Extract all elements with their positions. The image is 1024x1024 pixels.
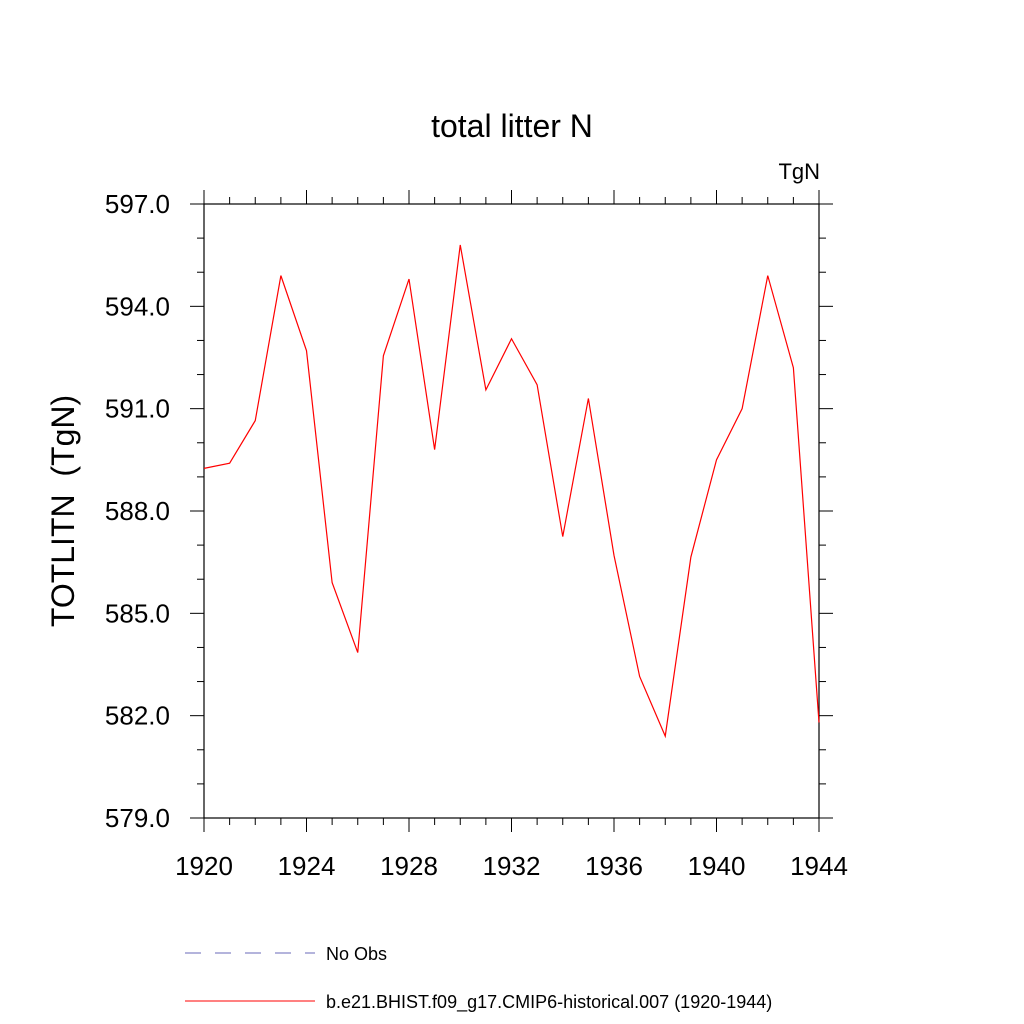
axis-tick-labels: 1920 1924 1928 1932 1936 1940 1944 579.0 582.0 58… [105, 189, 848, 881]
y-tick-label: 594.0 [105, 291, 170, 321]
x-tick-label: 1932 [483, 851, 541, 881]
x-tick-label: 1924 [278, 851, 336, 881]
y-tick-label: 579.0 [105, 803, 170, 833]
x-tick-label: 1944 [790, 851, 848, 881]
units-label: TgN [778, 159, 820, 184]
y-tick-label: 588.0 [105, 496, 170, 526]
y-axis-label: TOTLITN (TgN) [45, 395, 81, 627]
x-tick-label: 1920 [175, 851, 233, 881]
y-tick-label: 585.0 [105, 598, 170, 628]
x-tick-label: 1928 [380, 851, 438, 881]
series-layer [203, 244, 820, 739]
y-tick-label: 591.0 [105, 394, 170, 424]
x-tick-label: 1936 [585, 851, 643, 881]
axis-ticks [190, 190, 833, 832]
series-line [203, 244, 820, 739]
y-tick-label: 597.0 [105, 189, 170, 219]
chart-title: total litter N [431, 108, 593, 144]
legend-label-model: b.e21.BHIST.f09_g17.CMIP6-historical.007… [326, 992, 772, 1013]
legend-label-no-obs: No Obs [326, 944, 387, 964]
y-tick-label: 582.0 [105, 701, 170, 731]
legend: No Obs b.e21.BHIST.f09_g17.CMIP6-histori… [185, 944, 772, 1013]
x-tick-label: 1940 [688, 851, 746, 881]
plot-frame [203, 203, 820, 819]
